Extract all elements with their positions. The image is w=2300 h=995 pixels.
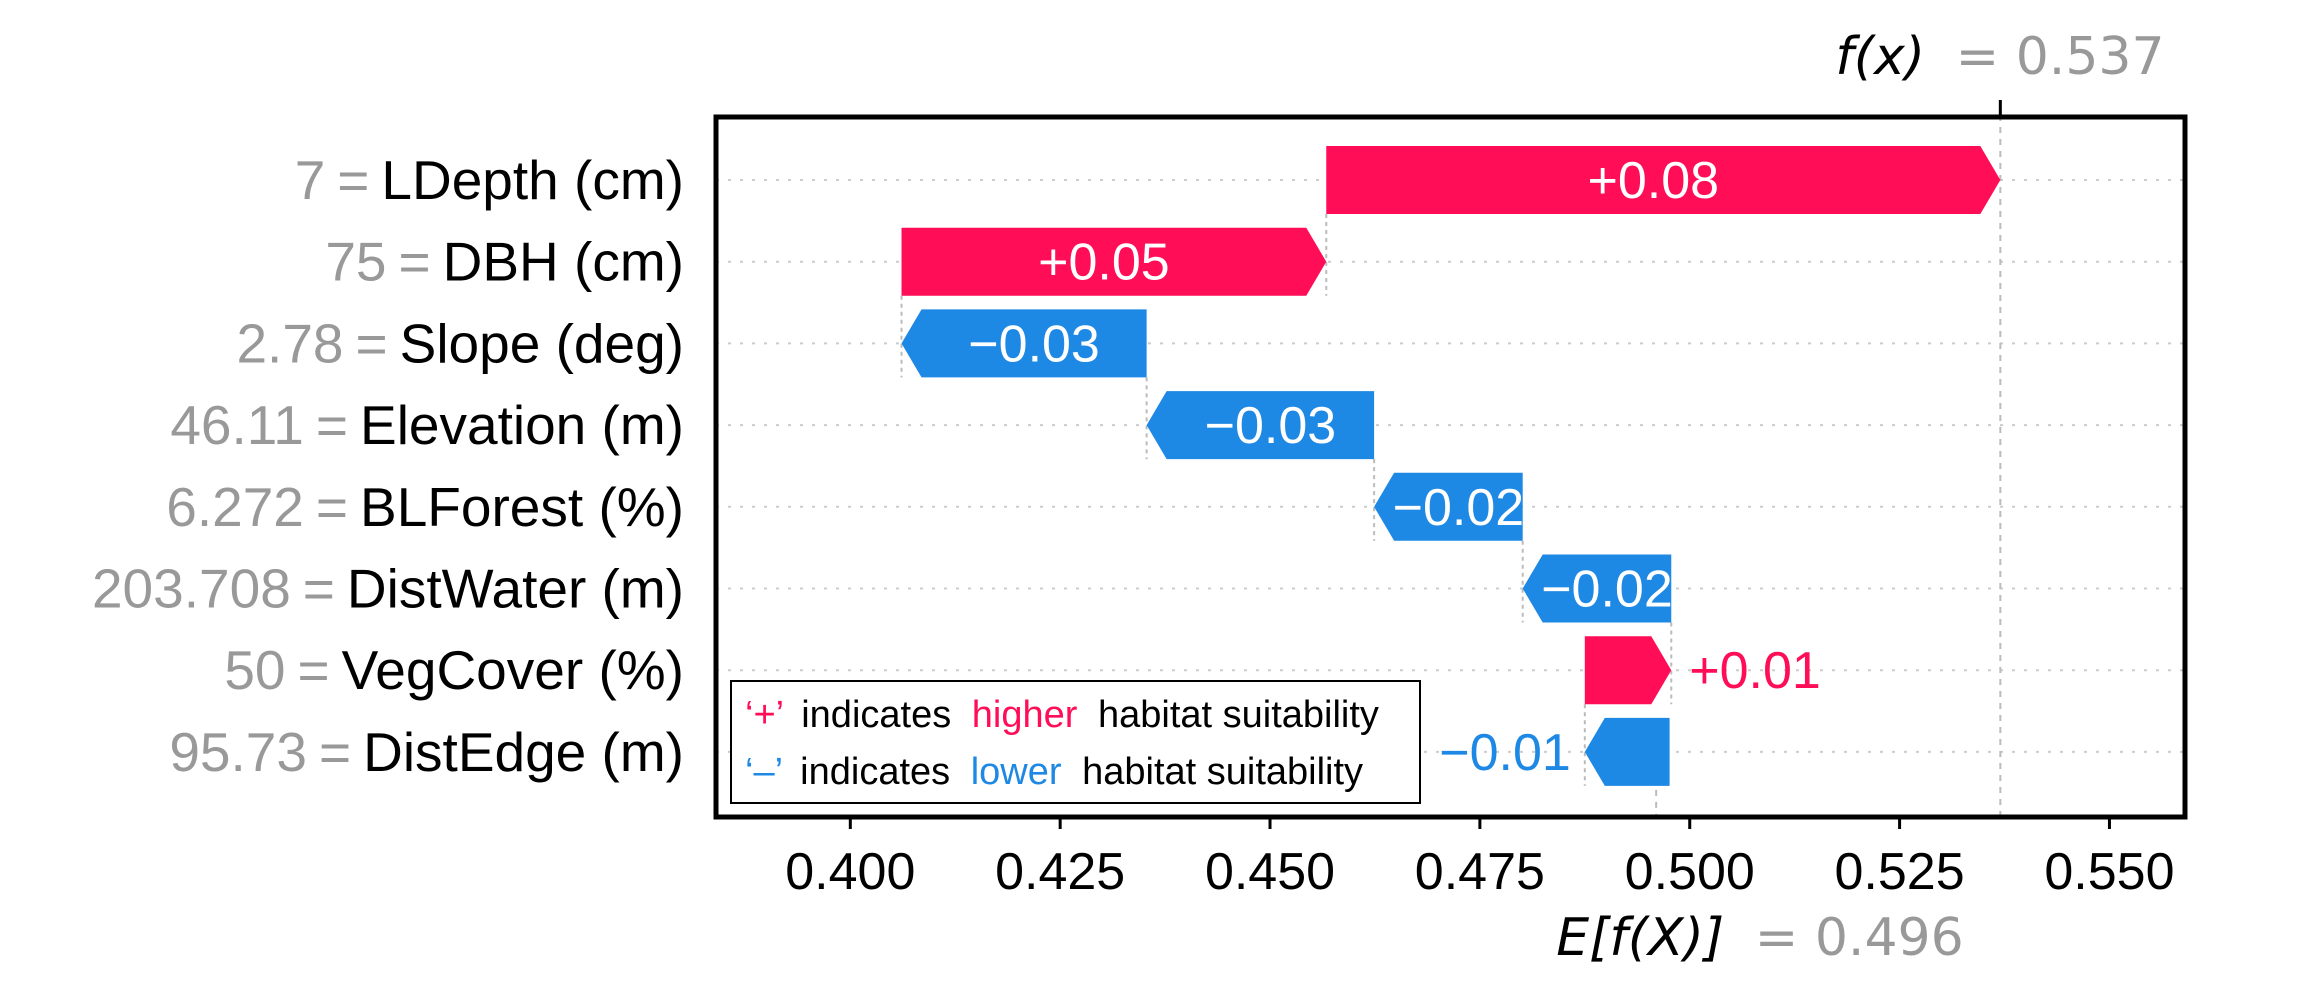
- svg-text:E[f(X)] = 0.496: E[f(X)] = 0.496: [1556, 908, 1963, 968]
- output-value: = 0.537: [1956, 27, 2165, 87]
- bar-label: −0.03: [968, 315, 1100, 373]
- bar-2: [901, 227, 1327, 296]
- x-tick-label: 0.550: [2044, 843, 2174, 901]
- feature-label: 95.73 = DistEdge (m): [169, 721, 684, 783]
- legend-word-lower: lower: [971, 751, 1062, 793]
- bar-8: [1584, 717, 1670, 786]
- feature-name: DBH (cm): [443, 231, 684, 293]
- feature-value: 6.272: [166, 476, 304, 538]
- feature-label: 6.272 = BLForest (%): [166, 476, 684, 538]
- equals-sign: =: [316, 394, 348, 456]
- feature-label: 203.708 = DistWater (m): [92, 558, 684, 620]
- feature-value: 203.708: [92, 558, 291, 620]
- bar-4: [1146, 391, 1375, 460]
- legend-text: habitat suitability: [1098, 694, 1379, 736]
- legend-minus-symbol: ‘–’: [745, 751, 782, 793]
- feature-value: 75: [325, 231, 386, 293]
- x-axis: 0.400 0.425 0.450 0.475 0.500 0.525 0.550: [785, 817, 2175, 901]
- base-func: E[f(X)]: [1556, 908, 1724, 968]
- equals-sign: =: [298, 639, 330, 701]
- x-tick-label: 0.450: [1205, 843, 1335, 901]
- gridlines: [716, 179, 2185, 753]
- bars: [901, 146, 2001, 786]
- bar-labels: +0.08 +0.05 −0.03 −0.03 −0.02 −0.02 +0.01 −0.01: [968, 152, 1821, 782]
- legend-box: [730, 680, 1421, 804]
- bar-label: +0.08: [1588, 152, 1720, 210]
- base-value: = 0.496: [1755, 908, 1964, 968]
- feature-value: 2.78: [236, 312, 343, 374]
- feature-name: LDepth (cm): [381, 149, 684, 211]
- x-tick-label: 0.400: [785, 843, 915, 901]
- legend-text: indicates: [801, 694, 951, 736]
- x-tick-label: 0.475: [1415, 843, 1545, 901]
- bar-3: [901, 309, 1147, 378]
- bar-7: [1584, 636, 1672, 705]
- feature-name: DistWater (m): [347, 558, 684, 620]
- legend-text: indicates: [800, 751, 950, 793]
- output-func: f(x): [1835, 27, 1925, 87]
- bar-label: −0.03: [1205, 397, 1337, 455]
- equals-sign: =: [319, 721, 351, 783]
- feature-label: 50 = VegCover (%): [224, 639, 684, 701]
- feature-name: Slope (deg): [400, 312, 684, 374]
- base-value-label: E[f(X)] = 0.496: [1556, 908, 1963, 968]
- feature-value: 7: [295, 149, 326, 211]
- feature-value: 46.11: [170, 394, 304, 456]
- equals-sign: =: [337, 149, 369, 211]
- feature-label: 75 = DBH (cm): [325, 231, 684, 293]
- feature-labels: 7 = LDepth (cm)75 = DBH (cm)2.78 = Slope (deg)…: [92, 149, 684, 783]
- feature-value: 95.73: [169, 721, 307, 783]
- feature-label: 2.78 = Slope (deg): [236, 312, 684, 374]
- legend: ‘+’ indicates higher habitat suitability…: [730, 680, 1421, 804]
- legend-line-higher: ‘+’ indicates higher habitat suitability: [745, 694, 1379, 736]
- feature-name: VegCover (%): [342, 639, 684, 701]
- feature-name: DistEdge (m): [363, 721, 684, 783]
- legend-text: habitat suitability: [1082, 751, 1363, 793]
- equals-sign: =: [316, 476, 348, 538]
- feature-name: BLForest (%): [360, 476, 684, 538]
- legend-plus-symbol: ‘+’: [745, 694, 783, 736]
- x-tick-label: 0.425: [995, 843, 1125, 901]
- bar-5: [1374, 472, 1523, 541]
- output-value-label: f(x) = 0.537: [1835, 27, 2164, 87]
- bar-1: [1326, 146, 2001, 214]
- bar-label: −0.02: [1393, 479, 1525, 537]
- feature-label: 46.11 = Elevation (m): [170, 394, 684, 456]
- equals-sign: =: [399, 231, 431, 293]
- equals-sign: =: [356, 312, 388, 374]
- svg-text:f(x) = 0.537: f(x) = 0.537: [1835, 27, 2164, 87]
- bar-label: +0.05: [1038, 234, 1170, 292]
- bar-label: +0.01: [1689, 642, 1821, 700]
- equals-sign: =: [303, 558, 335, 620]
- feature-label: 7 = LDepth (cm): [295, 149, 684, 211]
- x-tick-label: 0.500: [1625, 843, 1755, 901]
- feature-value: 50: [224, 639, 285, 701]
- bar-label: −0.01: [1439, 724, 1571, 782]
- legend-line-lower: ‘–’ indicates lower habitat suitability: [745, 751, 1363, 793]
- plot-frame: [713, 114, 2188, 820]
- legend-word-higher: higher: [972, 694, 1078, 736]
- feature-name: Elevation (m): [360, 394, 684, 456]
- x-tick-label: 0.525: [1835, 843, 1965, 901]
- bar-6: [1522, 554, 1672, 623]
- bar-label: −0.02: [1541, 561, 1673, 619]
